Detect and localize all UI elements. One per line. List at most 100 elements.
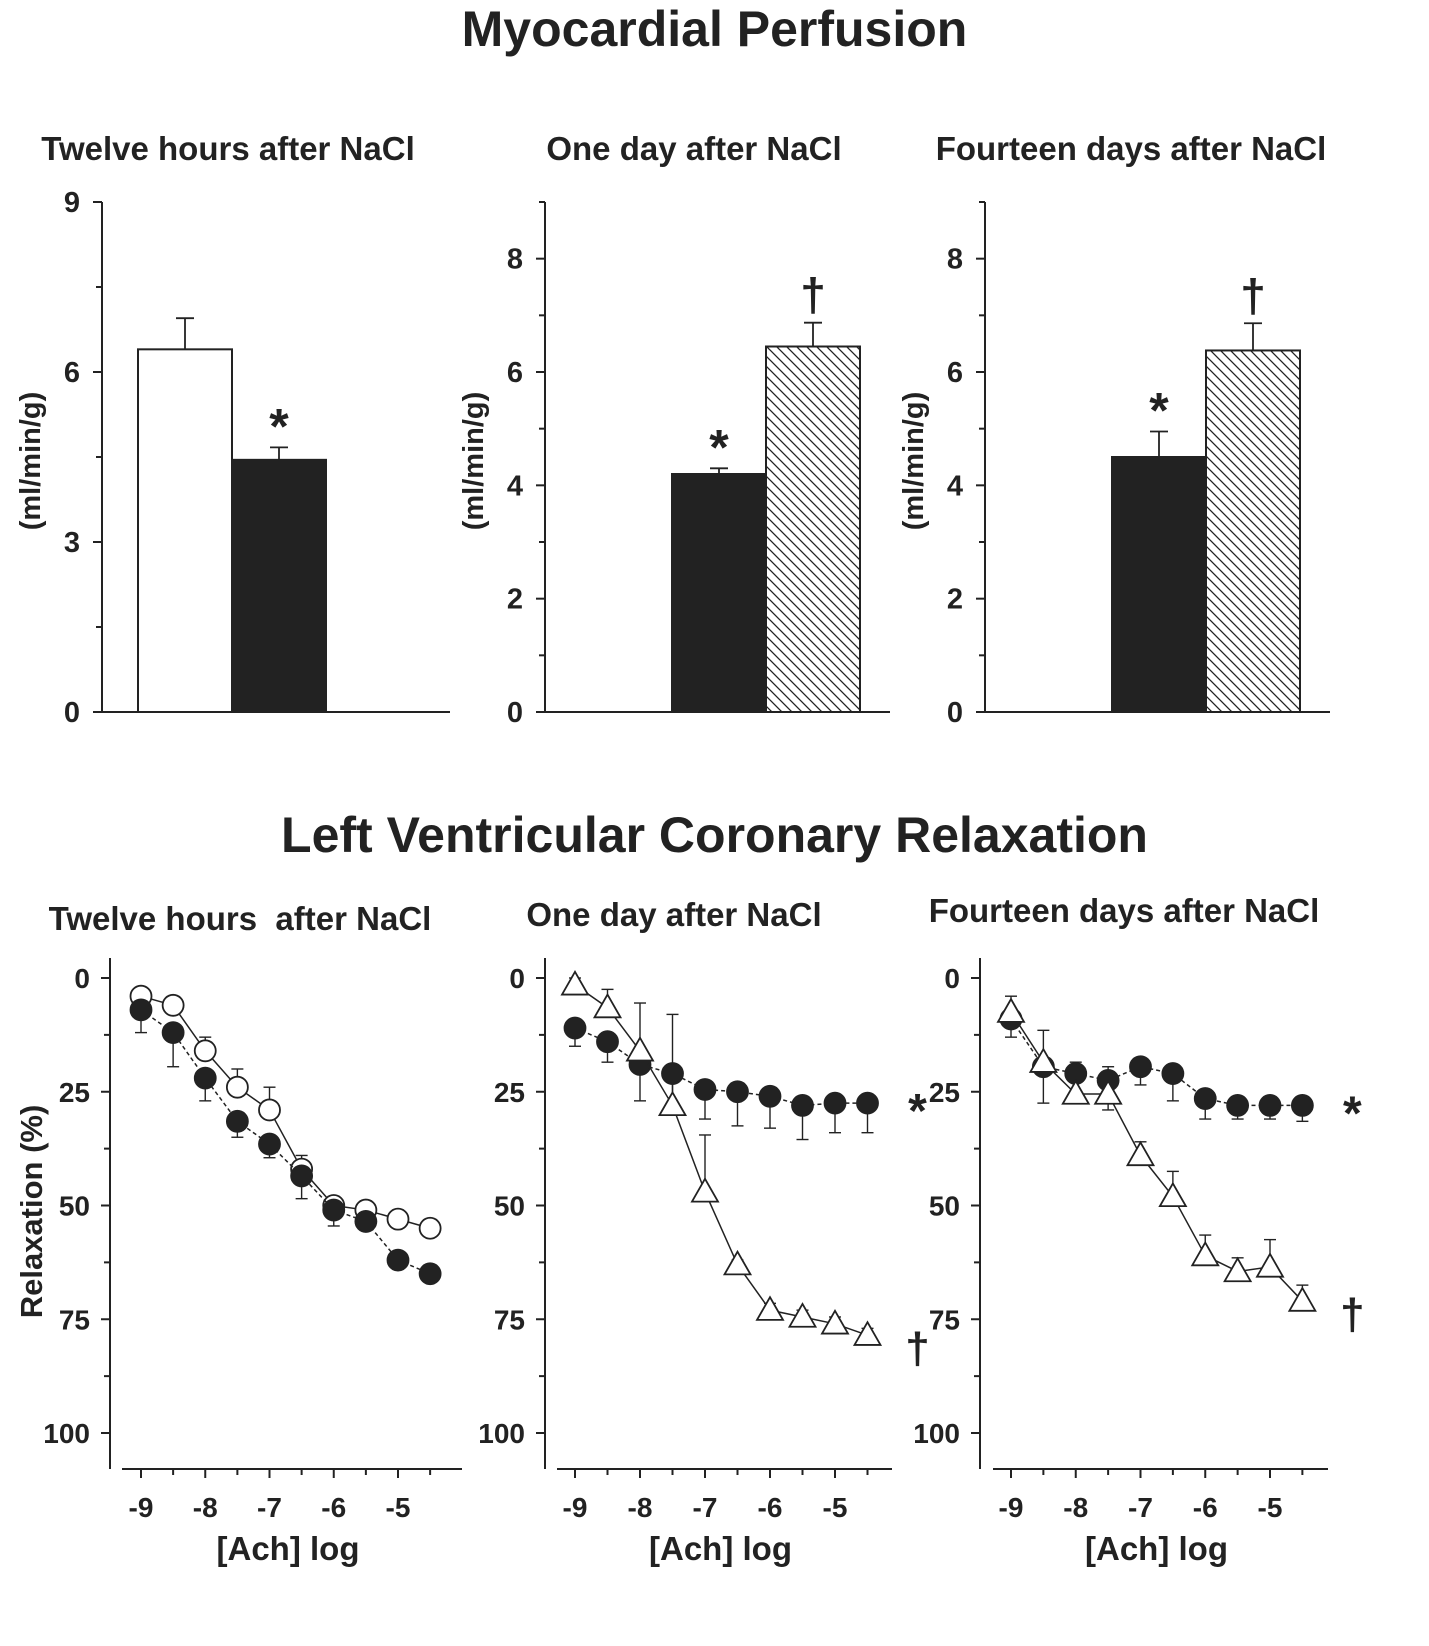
y-tick-label: 0	[74, 963, 90, 994]
x-axis-label: [Ach] log	[649, 1530, 792, 1567]
data-point-triangle	[1223, 1256, 1253, 1283]
data-point-open-circle	[193, 1039, 217, 1063]
data-point-open-circle	[225, 1075, 249, 1099]
data-point-triangle	[625, 1035, 655, 1062]
bar-hatched	[765, 345, 861, 713]
y-tick-label: 100	[913, 1418, 960, 1449]
panel-title: Twelve hours after NaCl	[41, 130, 415, 167]
series-filled-circle	[129, 998, 442, 1286]
x-tick-label: -9	[129, 1492, 154, 1523]
data-point-triangle	[1028, 1047, 1058, 1073]
y-tick-label: 25	[494, 1077, 525, 1108]
series-filled-circle: *	[563, 1016, 927, 1141]
top-figure-title: Myocardial Perfusion	[461, 1, 968, 57]
y-axis-label: (ml/min/g)	[15, 392, 47, 531]
significance-dagger: †	[1240, 269, 1266, 321]
y-tick-label: 50	[494, 1191, 525, 1222]
data-point-filled-circle	[1226, 1094, 1250, 1117]
panel-title: Fourteen days after NaCl	[936, 130, 1327, 167]
data-point-triangle	[820, 1308, 850, 1335]
y-tick-label: 0	[507, 697, 523, 729]
series-open-triangle: †	[996, 995, 1365, 1339]
y-tick-label: 25	[929, 1077, 960, 1108]
x-tick-label: -8	[193, 1492, 218, 1523]
data-point-filled-circle	[322, 1198, 346, 1222]
data-point-triangle	[1255, 1252, 1285, 1278]
data-point-filled-circle	[1193, 1087, 1217, 1110]
data-point-filled-circle	[290, 1164, 314, 1188]
data-point-triangle	[592, 992, 623, 1019]
bar-black	[671, 473, 767, 713]
data-point-triangle	[657, 1090, 688, 1117]
data-point-triangle	[1061, 1079, 1091, 1105]
significance-dagger: †	[1340, 1290, 1364, 1339]
x-axis-label: [Ach] log	[217, 1530, 360, 1567]
bar-white	[137, 348, 233, 713]
x-tick-label: -8	[1063, 1492, 1088, 1523]
data-point-filled-circle	[856, 1091, 879, 1115]
significance-asterisk: *	[908, 1085, 927, 1138]
y-tick-label: 50	[59, 1191, 90, 1222]
data-point-filled-circle	[386, 1248, 410, 1272]
panel-title: One day after NaCl	[526, 896, 821, 933]
data-point-filled-circle	[758, 1084, 782, 1108]
y-tick-label: 3	[64, 527, 80, 559]
significance-dagger: †	[800, 269, 826, 321]
data-point-filled-circle	[418, 1262, 442, 1286]
data-point-triangle	[852, 1320, 883, 1346]
data-point-filled-circle	[161, 1021, 185, 1044]
significance-dagger: †	[905, 1324, 929, 1373]
x-tick-label: -6	[1193, 1492, 1218, 1523]
data-point-triangle	[755, 1295, 785, 1321]
data-point-filled-circle	[1161, 1062, 1185, 1085]
series-line	[140, 995, 431, 1229]
data-point-triangle	[1125, 1140, 1156, 1167]
y-axis-label: (ml/min/g)	[458, 392, 490, 531]
y-tick-label: 100	[43, 1418, 90, 1449]
x-tick-label: -9	[563, 1492, 588, 1523]
data-point-filled-circle	[258, 1132, 281, 1156]
y-tick-label: 8	[947, 244, 963, 276]
x-axis-label: [Ach] log	[1085, 1530, 1228, 1567]
data-point-filled-circle	[129, 998, 153, 1022]
x-tick-label: -9	[999, 1492, 1024, 1523]
y-tick-label: 2	[507, 584, 523, 616]
y-tick-label: 25	[59, 1077, 90, 1108]
bar-panel-2: One day after NaCl 0 2 4 6 8 (ml/min/g) * †	[458, 130, 890, 729]
data-point-triangle	[1190, 1240, 1220, 1267]
data-point-filled-circle	[596, 1030, 619, 1054]
bar-hatched	[1205, 349, 1301, 713]
data-point-filled-circle	[563, 1016, 587, 1040]
line-panel-3: Fourteen days after NaCl 0 25 50 75 100 -9 -8 -7…	[913, 892, 1364, 1567]
y-tick-label: 50	[929, 1191, 960, 1222]
y-tick-label: 0	[509, 963, 525, 994]
data-point-filled-circle	[693, 1078, 717, 1101]
data-point-filled-circle	[354, 1210, 378, 1233]
y-tick-label: 0	[64, 697, 80, 729]
y-tick-label: 0	[944, 963, 960, 994]
panel-title: One day after NaCl	[546, 130, 841, 167]
y-tick-label: 4	[507, 470, 523, 502]
data-point-filled-circle	[1129, 1055, 1152, 1079]
y-axis-label: Relaxation (%)	[14, 1105, 49, 1319]
significance-asterisk: *	[1149, 383, 1169, 439]
data-point-filled-circle	[823, 1091, 847, 1115]
y-tick-label: 8	[507, 244, 523, 276]
data-point-triangle	[1158, 1181, 1188, 1208]
data-point-open-circle	[418, 1216, 442, 1240]
data-point-open-circle	[258, 1098, 281, 1122]
data-point-filled-circle	[225, 1109, 249, 1133]
x-tick-label: -7	[1128, 1492, 1153, 1523]
data-point-triangle	[996, 997, 1026, 1023]
y-tick-label: 75	[59, 1304, 90, 1335]
data-point-open-circle	[386, 1207, 410, 1231]
y-tick-label: 6	[507, 357, 523, 389]
x-tick-label: -5	[1258, 1492, 1283, 1523]
significance-asterisk: *	[269, 398, 289, 454]
data-point-filled-circle	[791, 1094, 814, 1117]
bar-black	[1111, 456, 1207, 713]
y-axis-label: (ml/min/g)	[898, 392, 930, 531]
x-tick-label: -5	[823, 1492, 848, 1523]
x-tick-label: -7	[693, 1492, 718, 1523]
